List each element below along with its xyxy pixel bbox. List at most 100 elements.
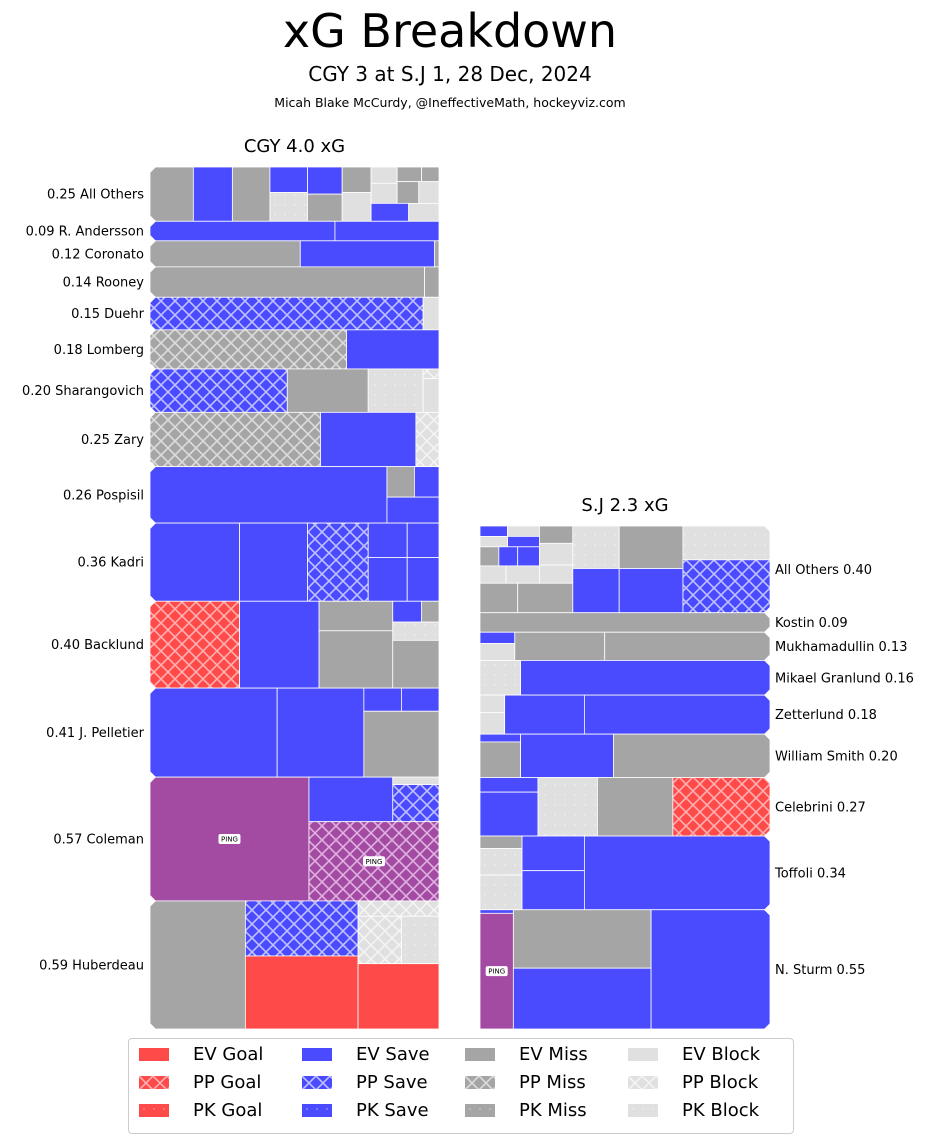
shot-block-solid xyxy=(408,202,440,222)
shot-miss-solid xyxy=(318,630,394,689)
shot-block-dots xyxy=(269,192,308,222)
shot-miss-solid xyxy=(421,166,440,183)
legend-label: EV Save xyxy=(356,1044,430,1065)
shot-miss-solid xyxy=(618,525,684,569)
shot-block-dots xyxy=(392,621,440,641)
shot-block-dots xyxy=(572,525,620,569)
player-label: 0.59 Huberdeau xyxy=(39,958,144,973)
row-notch xyxy=(764,771,770,778)
shot-block-solid xyxy=(479,643,516,661)
cgy-panel-title: CGY 4.0 xG xyxy=(243,136,346,157)
row-notch xyxy=(150,412,156,419)
shot-save-solid xyxy=(299,240,436,268)
shot-save-solid xyxy=(308,776,394,823)
legend-item-pp-miss: PP Miss xyxy=(465,1072,586,1093)
row-notch xyxy=(150,777,156,784)
shot-save-cross xyxy=(682,559,771,614)
legend-label: PK Block xyxy=(682,1100,760,1121)
player-row-sj-4 xyxy=(479,694,771,735)
shot-block-solid xyxy=(505,565,540,584)
shot-miss-solid xyxy=(512,909,652,969)
penalty-tag-label: PING xyxy=(221,836,238,844)
penalty-tag-box xyxy=(485,966,508,977)
player-label: 0.12 Coronato xyxy=(52,247,144,262)
shot-miss-cross xyxy=(149,329,347,370)
shot-block-dots xyxy=(479,660,521,696)
player-row-cgy-0 xyxy=(149,166,440,222)
row-notch xyxy=(150,601,156,608)
shot-save-solid xyxy=(520,733,614,778)
shot-miss-solid xyxy=(514,631,606,661)
shot-goal-solid xyxy=(244,955,359,1030)
shot-miss-solid xyxy=(539,525,574,544)
shot-save-solid xyxy=(504,694,585,735)
shot-save-solid xyxy=(584,694,771,735)
player-row-cgy-3 xyxy=(149,266,440,298)
row-notch xyxy=(150,240,156,247)
shot-block-solid xyxy=(507,525,540,537)
row-notch xyxy=(150,215,156,222)
shot-save-solid xyxy=(414,466,440,498)
shot-block-solid xyxy=(370,182,398,204)
player-row-cgy-4 xyxy=(149,296,440,331)
player-row-sj-3 xyxy=(479,660,771,696)
shot-block-cross xyxy=(415,411,440,468)
player-label: Mukhamadullin 0.13 xyxy=(775,640,907,655)
player-label: 0.57 Coleman xyxy=(53,833,144,848)
shot-save-solid xyxy=(618,568,684,614)
shot-save-solid xyxy=(406,557,440,602)
legend-item-pp-goal: PP Goal xyxy=(139,1072,261,1093)
player-row-sj-0 xyxy=(479,525,771,614)
legend-item-ev-save: EV Save xyxy=(302,1044,430,1065)
shot-block-dots xyxy=(682,525,771,561)
row-notch xyxy=(150,900,156,907)
shot-goal-solid xyxy=(357,963,440,1030)
shot-block-cross xyxy=(357,915,402,965)
row-notch xyxy=(764,632,770,639)
shot-save-solid xyxy=(517,546,540,567)
shot-save-cross xyxy=(307,522,369,602)
legend-swatch xyxy=(465,1076,495,1089)
legend-item-ev-miss: EV Miss xyxy=(465,1044,588,1065)
player-row-cgy-10 xyxy=(149,600,440,689)
player-row-cgy-7 xyxy=(149,411,440,468)
shot-miss-solid xyxy=(392,639,440,689)
row-notch xyxy=(764,734,770,741)
row-notch xyxy=(150,517,156,524)
shot-block-solid xyxy=(479,694,506,714)
player-row-cgy-11 xyxy=(149,687,440,778)
legend-swatch xyxy=(628,1048,658,1061)
player-row-sj-1 xyxy=(479,612,771,633)
row-notch xyxy=(764,1023,770,1029)
shot-block-cross xyxy=(357,900,440,917)
row-notch xyxy=(764,612,770,619)
player-row-cgy-9 xyxy=(149,522,440,602)
legend-item-pk-save: PK Save xyxy=(302,1100,429,1121)
legend-item-pp-save: PP Save xyxy=(302,1072,428,1093)
player-label: 0.25 Zary xyxy=(81,433,144,448)
shot-miss-solid xyxy=(363,710,440,778)
shot-save-solid xyxy=(401,687,440,712)
shot-block-solid xyxy=(479,536,508,548)
row-notch xyxy=(764,836,770,843)
legend-item-pk-miss: PK Miss xyxy=(465,1100,587,1121)
legend-label: PK Save xyxy=(356,1100,429,1121)
shot-save-solid xyxy=(307,166,343,195)
legend-label: EV Block xyxy=(682,1044,761,1065)
shot-goal-cross xyxy=(672,777,771,837)
shot-miss-solid xyxy=(231,166,271,222)
shot-save-solid xyxy=(192,166,233,222)
row-notch xyxy=(150,329,156,336)
shot-save-solid xyxy=(149,522,240,602)
player-label: 0.40 Backlund xyxy=(51,638,144,653)
shot-save-solid xyxy=(521,870,585,911)
player-label: 0.18 Lomberg xyxy=(54,343,144,358)
legend-item-ev-block: EV Block xyxy=(628,1044,760,1065)
row-notch xyxy=(764,606,770,613)
shot-miss-solid xyxy=(479,582,519,614)
player-row-sj-2 xyxy=(479,631,771,661)
shot-miss-solid xyxy=(318,600,394,632)
chart-credit: Micah Blake McCurdy, @IneffectiveMath, h… xyxy=(274,95,626,110)
shot-save-solid xyxy=(406,522,440,558)
